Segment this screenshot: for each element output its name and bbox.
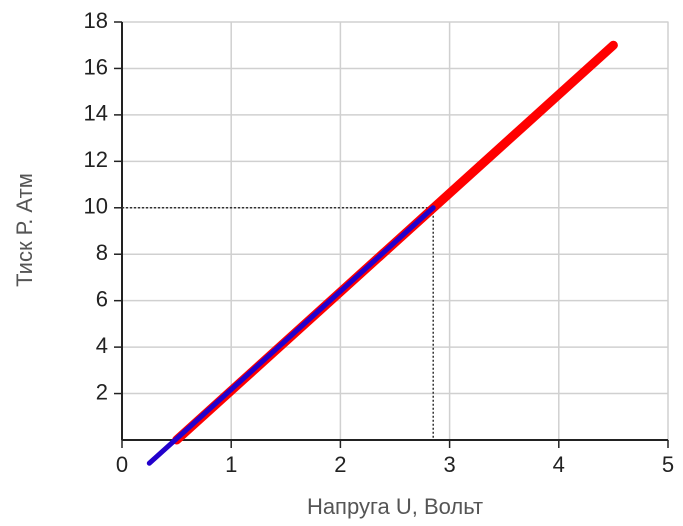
x-tick-label: 1 [225, 452, 237, 477]
y-tick-label: 6 [96, 286, 108, 311]
data-line [146, 205, 436, 466]
plot-area [121, 21, 669, 441]
x-tick-label: 3 [443, 452, 455, 477]
x-tick-label: 0 [116, 452, 128, 477]
y-tick-label: 16 [84, 54, 108, 79]
y-tick-label: 10 [84, 194, 108, 219]
x-axis-title: Напруга U, Вольт [307, 494, 483, 519]
y-tick-label: 12 [84, 147, 108, 172]
x-tick-label: 4 [553, 452, 565, 477]
x-tick-label: 5 [662, 452, 674, 477]
y-tick-label: 18 [84, 8, 108, 33]
y-axis-title: Тиск Р. Атм [12, 173, 37, 287]
y-tick-label: 2 [96, 379, 108, 404]
x-tick-label: 2 [334, 452, 346, 477]
y-tick-label: 14 [84, 101, 108, 126]
y-tick-label: 8 [96, 240, 108, 265]
y-tick-label: 4 [96, 333, 108, 358]
